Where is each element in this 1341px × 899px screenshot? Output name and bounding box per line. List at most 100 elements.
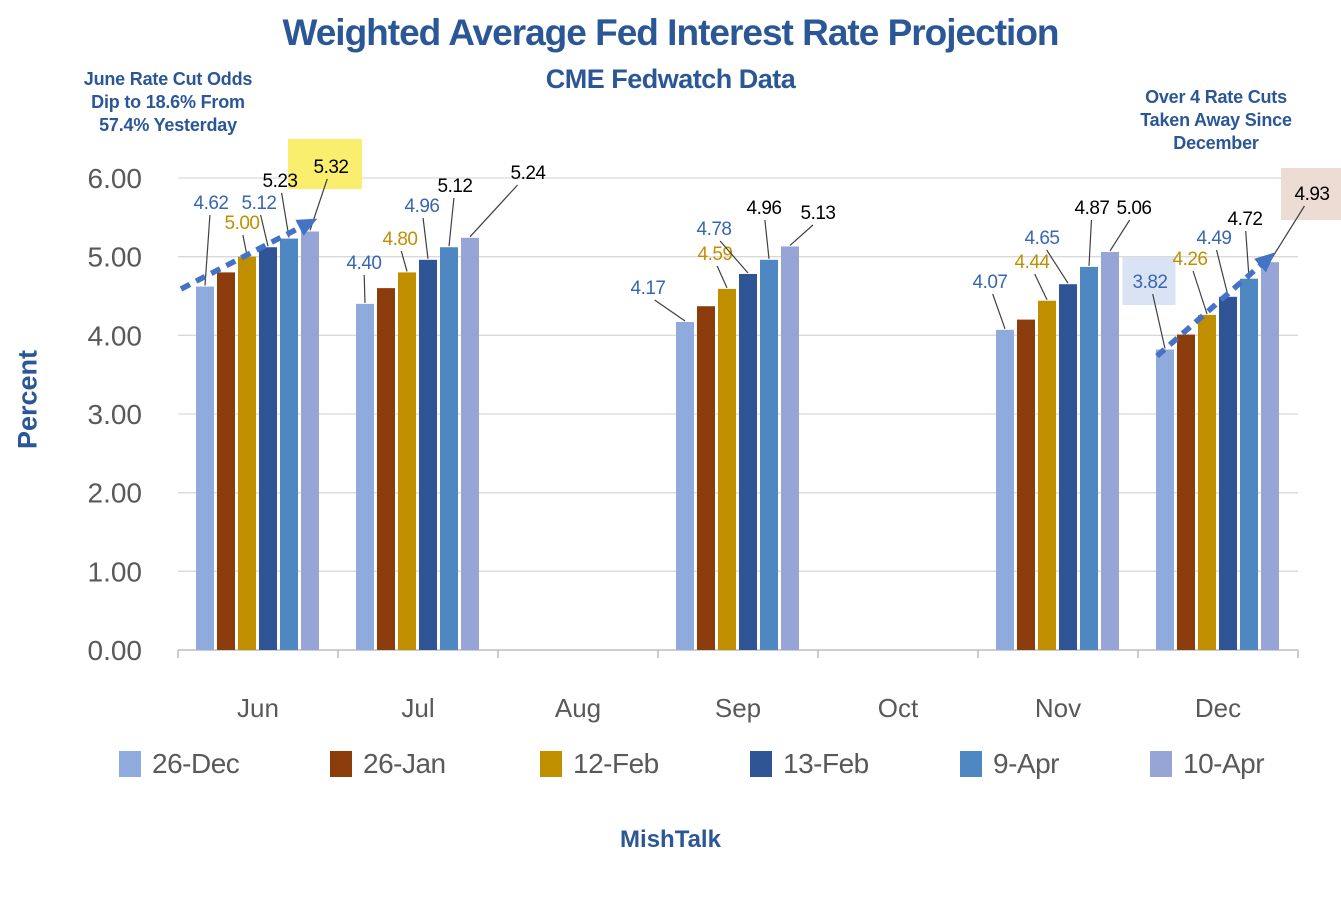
data-label-10-Apr-Sep: 5.13	[801, 203, 836, 224]
leader-line	[448, 197, 455, 247]
bar-26-Dec-Sep	[676, 321, 694, 650]
chart-subtitle: CME Fedwatch Data	[545, 64, 796, 94]
bar-10-Apr-Jun	[301, 231, 319, 650]
data-label-10-Apr-Dec: 4.93	[1295, 184, 1330, 205]
data-label-13-Feb-Sep: 4.78	[697, 219, 732, 240]
leader-line	[1152, 293, 1166, 349]
annotation-june-rate-cut-odds: June Rate Cut Odds Dip to 18.6% From 57.…	[83, 69, 253, 135]
legend-item-26-jan: 26-Jan	[330, 748, 446, 780]
legend-label-26-jan: 26-Jan	[363, 748, 446, 779]
leader-line	[1088, 219, 1093, 266]
legend-swatch-13-feb	[750, 751, 772, 777]
label-highlight-10-Apr-Jun	[288, 139, 362, 189]
leader-line	[1034, 273, 1048, 300]
leader-line	[992, 293, 1006, 330]
bar-10-Apr-Nov	[1101, 251, 1119, 651]
bar-26-Jan-Jul	[377, 288, 395, 650]
bar-10-Apr-Jul	[461, 237, 479, 650]
bar-13-Feb-Jun	[259, 247, 277, 650]
data-label-26-Dec-Sep: 4.17	[631, 278, 666, 299]
bar-26-Dec-Dec	[1156, 349, 1174, 650]
legend-swatch-10-apr	[1150, 751, 1172, 777]
data-label-12-Feb-Sep: 4.59	[698, 244, 733, 265]
data-label-12-Feb-Jul: 4.80	[383, 229, 418, 250]
legend-item-13-feb: 13-Feb	[750, 748, 869, 780]
data-label-10-Apr-Jul: 5.24	[511, 163, 547, 184]
trend-arrow-jun	[179, 218, 318, 292]
y-tick-label: 4.00	[88, 320, 143, 351]
leader-line	[789, 224, 814, 246]
leader-line	[281, 192, 290, 238]
bar-13-Feb-Dec	[1219, 296, 1237, 650]
bar-26-Jan-Jun	[217, 272, 235, 650]
data-label-12-Feb-Jun: 5.00	[225, 213, 260, 234]
bar-12-Feb-Nov	[1038, 300, 1056, 650]
bar-10-Apr-Sep	[781, 246, 799, 650]
bar-12-Feb-Dec	[1198, 314, 1216, 650]
data-label-13-Feb-Dec: 4.49	[1197, 228, 1232, 249]
data-label-26-Dec-Jul: 4.40	[347, 253, 382, 274]
trend-arrow-dec	[1155, 252, 1276, 359]
data-label-13-Feb-Jun: 5.12	[242, 193, 277, 214]
leader-line	[719, 240, 749, 274]
x-axis-label-oct: Oct	[878, 693, 919, 723]
x-axis-label-aug: Aug	[555, 693, 601, 723]
legend-label-26-dec: 26-Dec	[152, 748, 240, 779]
bar-26-Jan-Dec	[1177, 334, 1195, 650]
label-highlight-26-Dec-Dec	[1122, 257, 1176, 305]
y-tick-label: 1.00	[88, 556, 143, 587]
leader-line	[469, 184, 519, 238]
legend-item-12-feb: 12-Feb	[540, 748, 659, 780]
data-label-26-Dec-Dec: 3.82	[1133, 272, 1168, 293]
x-axis-label-jun: Jun	[237, 693, 279, 723]
chart-title: Weighted Average Fed Interest Rate Proje…	[282, 12, 1059, 53]
legend-item-9-apr: 9-Apr	[960, 748, 1059, 780]
y-tick-label: 5.00	[88, 242, 143, 273]
legend-item-10-apr: 10-Apr	[1150, 748, 1265, 780]
data-label-9-Apr-Dec: 4.72	[1228, 209, 1263, 230]
data-label-12-Feb-Nov: 4.44	[1015, 252, 1051, 273]
y-tick-label: 0.00	[88, 635, 143, 666]
bar-9-Apr-Dec	[1240, 278, 1258, 650]
legend-label-13-feb: 13-Feb	[783, 748, 869, 779]
bar-9-Apr-Sep	[760, 259, 778, 650]
legend-item-26-dec: 26-Dec	[119, 748, 240, 780]
x-axis-label-nov: Nov	[1035, 693, 1081, 723]
data-label-26-Dec-Jun: 4.62	[194, 193, 229, 214]
bar-12-Feb-Jun	[238, 256, 256, 650]
bar-26-Dec-Nov	[996, 329, 1014, 650]
label-highlight-10-Apr-Dec	[1281, 168, 1341, 220]
leader-line	[422, 217, 429, 259]
legend-swatch-26-dec	[119, 751, 141, 777]
leader-line	[1269, 205, 1305, 262]
bar-26-Dec-Jun	[196, 286, 214, 650]
y-tick-label: 3.00	[88, 399, 143, 430]
leader-line	[400, 250, 408, 272]
leader-line	[260, 214, 269, 247]
x-axis-label-dec: Dec	[1195, 693, 1241, 723]
bar-26-Dec-Jul	[356, 303, 374, 650]
legend-swatch-12-feb	[540, 751, 562, 777]
credit-mishtalk: MishTalk	[620, 826, 721, 853]
bar-9-Apr-Jul	[440, 247, 458, 650]
bar-13-Feb-Nov	[1059, 284, 1077, 650]
bar-9-Apr-Jun	[280, 238, 298, 650]
leader-line	[716, 265, 728, 289]
bar-10-Apr-Dec	[1261, 262, 1279, 650]
data-label-9-Apr-Nov: 4.87	[1075, 198, 1110, 219]
legend-swatch-26-jan	[330, 751, 352, 777]
leader-line	[1192, 270, 1208, 315]
data-label-9-Apr-Jul: 5.12	[438, 176, 473, 197]
bar-13-Feb-Jul	[419, 259, 437, 650]
leader-line	[1245, 230, 1250, 278]
y-tick-label: 2.00	[88, 478, 143, 509]
data-label-10-Apr-Nov: 5.06	[1117, 198, 1152, 219]
leader-line	[764, 219, 770, 259]
legend-label-10-apr: 10-Apr	[1183, 748, 1265, 779]
data-label-9-Apr-Sep: 4.96	[747, 198, 782, 219]
leader-line	[654, 299, 686, 322]
bar-26-Jan-Sep	[697, 306, 715, 650]
bar-26-Jan-Nov	[1017, 319, 1035, 650]
bar-12-Feb-Jul	[398, 272, 416, 650]
